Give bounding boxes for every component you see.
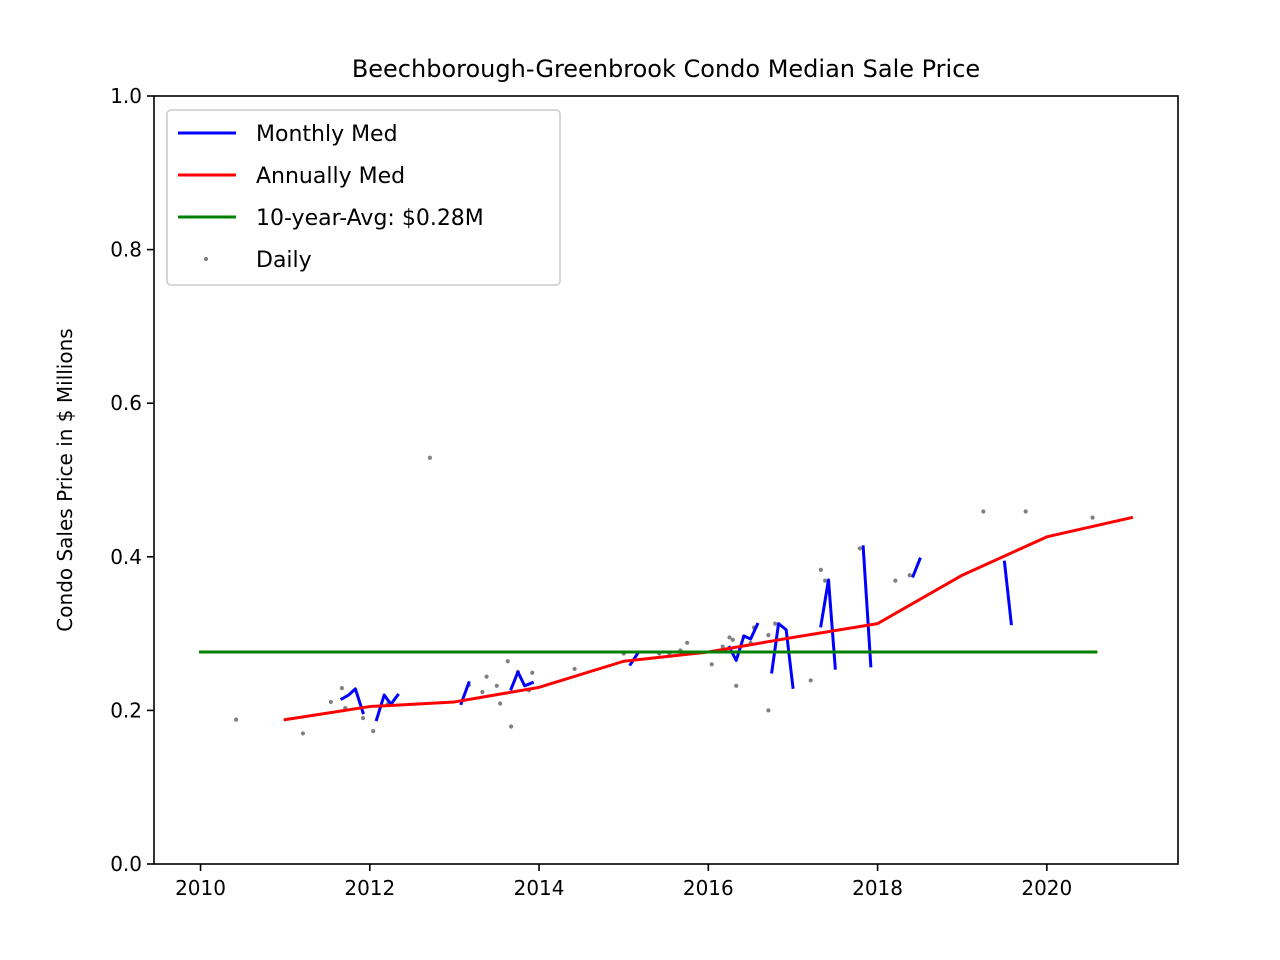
y-tick-label: 0.4 xyxy=(110,545,142,569)
axes-frame xyxy=(153,95,1179,865)
daily-point xyxy=(893,578,898,583)
x-tick-label: 2014 xyxy=(514,876,565,900)
monthly-median-line xyxy=(819,578,837,670)
y-tick-label: 0.6 xyxy=(110,391,142,415)
legend-box xyxy=(166,109,561,286)
axes: 2010 2012 2014 2016 2018 2020 0.0 0.2 0.4 0.6 0.8 1… xyxy=(110,84,1179,900)
monthly-median-line xyxy=(509,670,535,691)
daily-point xyxy=(328,699,333,705)
daily-point xyxy=(371,729,376,734)
daily-point xyxy=(427,455,432,460)
daily-point xyxy=(818,567,823,572)
daily-point xyxy=(734,683,739,688)
daily-point xyxy=(360,715,366,721)
monthly-median-line xyxy=(1002,560,1013,626)
daily-point xyxy=(766,633,771,638)
daily-point xyxy=(823,578,828,583)
x-tick-label: 2018 xyxy=(852,876,903,900)
y-tick-label: 1.0 xyxy=(110,84,142,108)
daily-point xyxy=(572,666,577,672)
daily-point xyxy=(530,670,535,675)
daily-point xyxy=(857,546,862,551)
daily-point xyxy=(727,635,732,640)
daily-point xyxy=(685,640,690,645)
daily-point xyxy=(773,621,778,626)
chart-title: Beechborough-Greenbrook Condo Median Sal… xyxy=(352,55,980,83)
daily-point xyxy=(907,573,912,578)
legend-label: Monthly Med xyxy=(256,122,398,147)
x-tick-label: 2016 xyxy=(683,876,734,900)
daily-point xyxy=(709,662,714,667)
y-tick-label: 0.8 xyxy=(110,238,142,262)
plot-area xyxy=(199,455,1134,736)
monthly-median-line xyxy=(770,622,795,690)
y-axis-label: Condo Sales Price in $ Millions xyxy=(53,328,77,631)
monthly-median-line xyxy=(911,557,922,578)
legend-label: Annually Med xyxy=(256,164,405,189)
daily-point xyxy=(981,509,986,514)
daily-point xyxy=(808,678,813,683)
daily-point xyxy=(339,686,344,691)
monthly-median-line xyxy=(861,545,873,668)
daily-point xyxy=(766,708,771,713)
daily-point xyxy=(505,659,510,664)
monthly-median-line xyxy=(628,650,641,667)
daily-point xyxy=(498,701,503,706)
monthly-median-line xyxy=(339,687,365,715)
daily-point xyxy=(494,683,499,688)
daily-point xyxy=(300,731,306,736)
legend-marker-daily xyxy=(203,256,209,262)
legend-label: Daily xyxy=(256,248,312,273)
monthly-median-line xyxy=(727,622,760,662)
y-tick-label: 0.0 xyxy=(110,852,142,876)
legend: Monthly Med Annually Med 10-year-Avg: $0.2… xyxy=(166,109,561,286)
daily-point xyxy=(509,724,514,729)
x-tick-label: 2020 xyxy=(1021,876,1072,900)
daily-point xyxy=(1023,509,1028,514)
daily-point xyxy=(480,689,485,695)
x-tick-label: 2010 xyxy=(175,876,226,900)
legend-label: 10-year-Avg: $0.28M xyxy=(256,206,484,231)
daily-point xyxy=(1090,515,1095,520)
daily-point xyxy=(484,674,489,679)
y-tick-label: 0.2 xyxy=(110,698,142,722)
daily-point xyxy=(730,637,735,642)
daily-point xyxy=(233,717,239,722)
daily-point xyxy=(720,644,725,649)
x-tick-label: 2012 xyxy=(344,876,395,900)
